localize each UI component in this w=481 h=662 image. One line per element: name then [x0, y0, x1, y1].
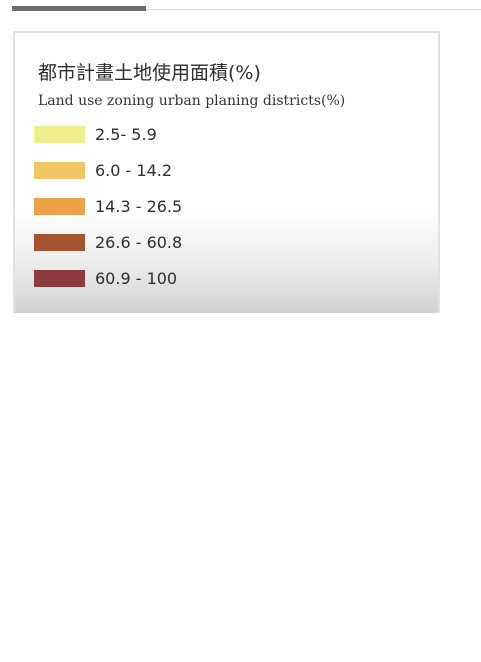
legend-item: 2.5- 5.9 — [34, 116, 182, 152]
active-tab-indicator[interactable] — [12, 6, 146, 11]
legend-item: 60.9 - 100 — [34, 260, 182, 296]
panel-tab-strip — [12, 6, 481, 11]
legend-swatch — [34, 233, 85, 251]
legend-item: 6.0 - 14.2 — [34, 152, 182, 188]
legend-range-label: 6.0 - 14.2 — [95, 160, 173, 180]
legend-subtitle: Land use zoning urban planing districts(… — [38, 93, 346, 109]
legend-item: 26.6 - 60.8 — [34, 224, 182, 260]
tab-divider — [146, 9, 481, 10]
legend-range-label: 2.5- 5.9 — [95, 124, 157, 144]
legend-range-label: 26.6 - 60.8 — [95, 232, 183, 252]
legend-swatch — [34, 161, 85, 179]
legend-range-label: 14.3 - 26.5 — [95, 196, 183, 216]
legend-range-label: 60.9 - 100 — [95, 268, 178, 288]
map-legend-panel: 都市計畫土地使用面積(%) Land use zoning urban plan… — [13, 31, 440, 313]
legend-item: 14.3 - 26.5 — [34, 188, 182, 224]
legend-class-list: 2.5- 5.9 6.0 - 14.2 14.3 - 26.5 26.6 - 60.8… — [34, 116, 182, 296]
legend-swatch — [34, 269, 85, 287]
legend-title: 都市計畫土地使用面積(%) — [38, 62, 261, 84]
legend-swatch — [34, 125, 85, 143]
legend-swatch — [34, 197, 85, 215]
